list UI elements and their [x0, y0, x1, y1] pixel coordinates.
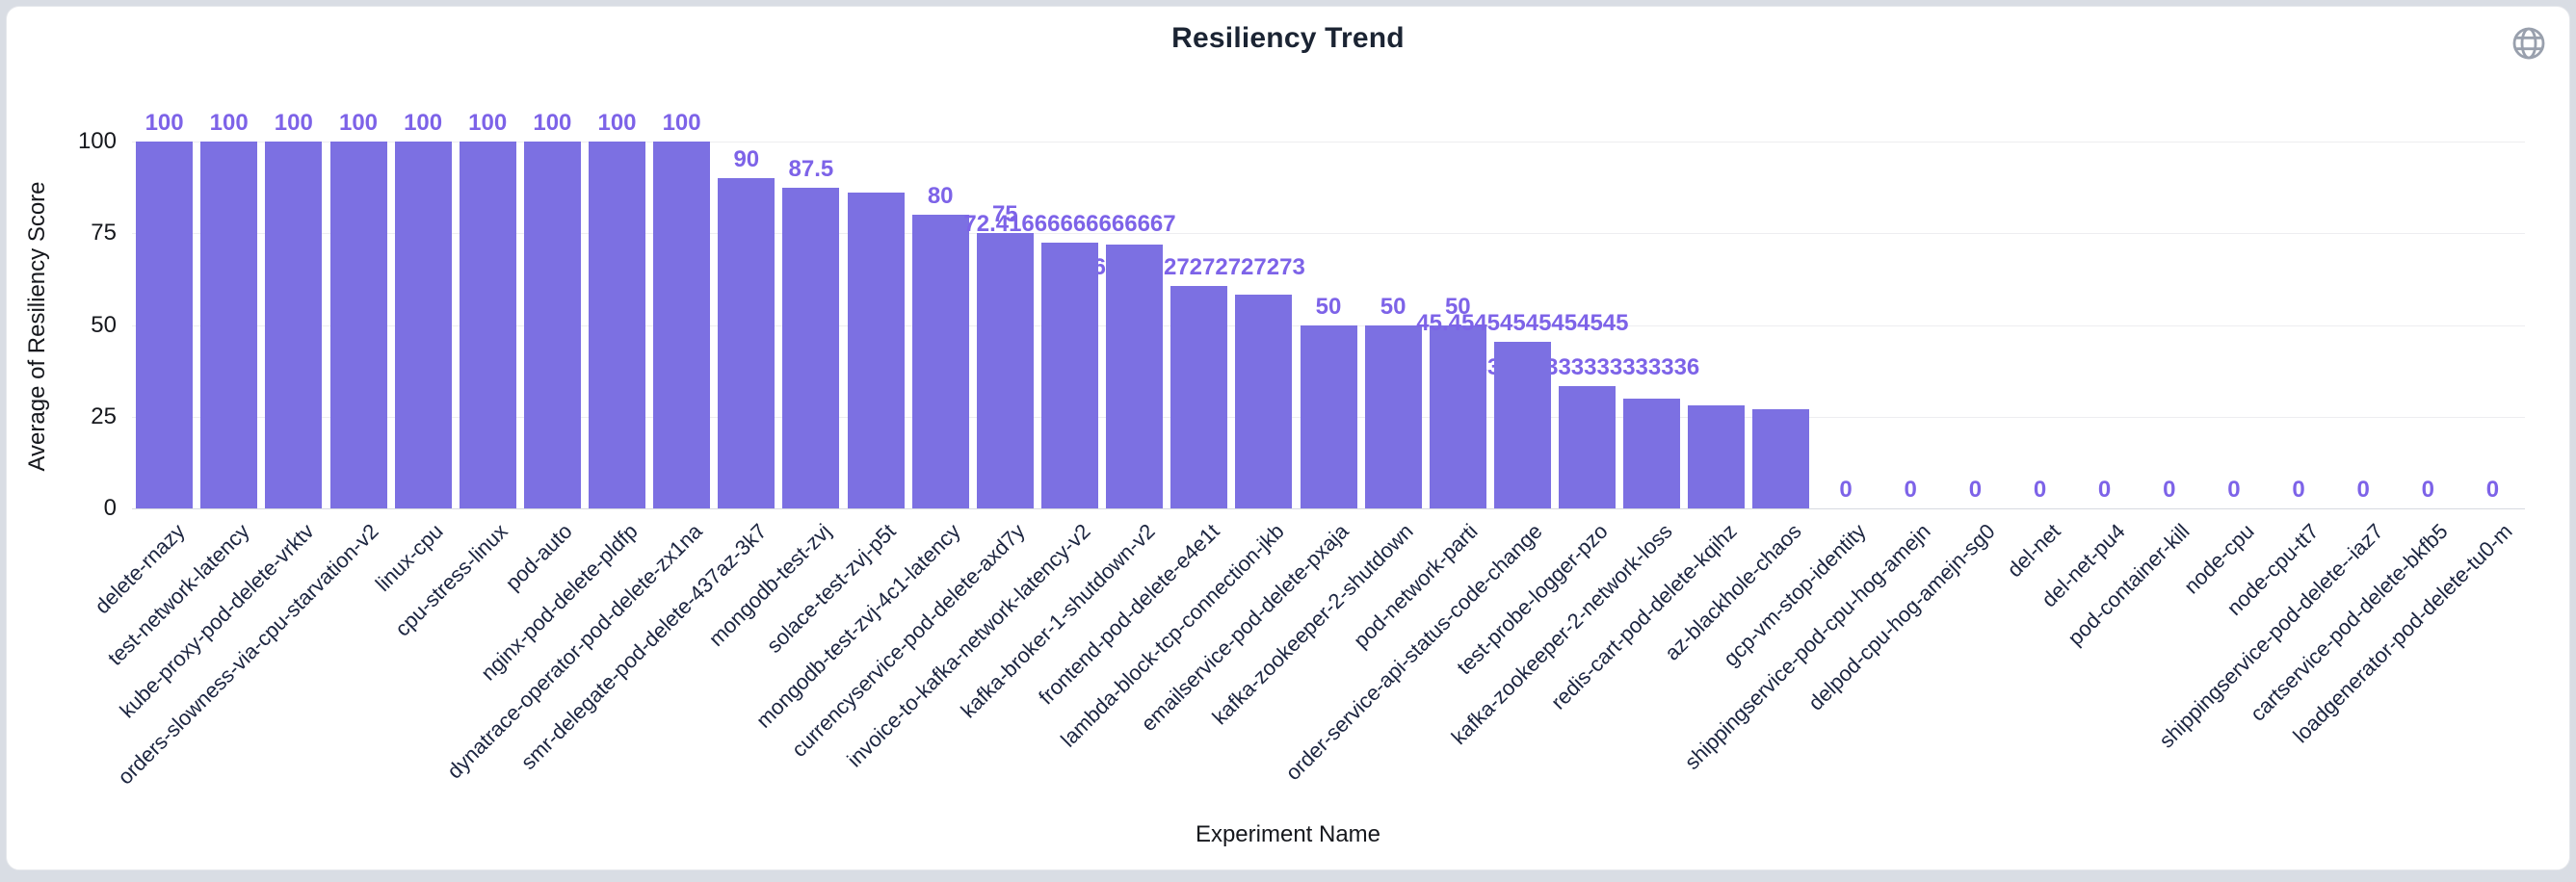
- gridline-100: [132, 142, 2525, 143]
- bar-value-label: 50: [1380, 293, 1406, 320]
- bar[interactable]: [1559, 386, 1616, 508]
- bar-value-label: 72.41666666666667: [963, 211, 1176, 238]
- bar-value-label: 80: [927, 183, 954, 210]
- bar[interactable]: [1688, 405, 1746, 508]
- bar-value-label: 100: [597, 110, 637, 136]
- y-tick-label: 100: [77, 128, 117, 154]
- bar-value-label: 100: [468, 110, 508, 136]
- bar-value-label: 0: [2227, 477, 2241, 503]
- bar-value-label: 0: [2292, 477, 2305, 503]
- bar[interactable]: [523, 142, 581, 508]
- bar-value-label: 0: [1839, 477, 1853, 503]
- gridline-0: [132, 508, 2525, 509]
- y-tick-label: 75: [91, 220, 117, 246]
- globe-icon[interactable]: [2510, 24, 2548, 63]
- bar[interactable]: [911, 215, 969, 508]
- bar[interactable]: [1235, 295, 1293, 508]
- bar[interactable]: [265, 142, 323, 508]
- bar-value-label: 100: [145, 110, 184, 136]
- bar[interactable]: [1041, 243, 1098, 508]
- bar[interactable]: [782, 187, 840, 508]
- y-tick-label: 0: [103, 495, 117, 521]
- bar-value-label: 100: [338, 110, 379, 136]
- bar-value-label: 0: [2033, 477, 2047, 503]
- bar[interactable]: [329, 142, 387, 508]
- bar[interactable]: [847, 193, 905, 508]
- bar-value-label: 50: [1444, 293, 1471, 320]
- y-tick-label: 50: [91, 311, 117, 338]
- bar[interactable]: [976, 233, 1034, 509]
- bar[interactable]: [394, 142, 452, 508]
- bar[interactable]: [718, 178, 775, 508]
- bar-value-label: 100: [404, 110, 443, 136]
- bar[interactable]: [589, 142, 645, 508]
- bar-value-label: 100: [533, 110, 572, 136]
- gridline-75: [132, 233, 2525, 235]
- x-axis-title: Experiment Name: [1195, 821, 1381, 847]
- bar[interactable]: [1364, 324, 1422, 508]
- bar-value-label: 50: [1315, 293, 1342, 320]
- resiliency-trend-chart: Resiliency Trend Average of Resiliency S…: [7, 7, 2569, 869]
- bar-value-label: 0: [1904, 477, 1917, 503]
- bar-value-label: 0: [2485, 477, 2500, 503]
- bar-value-label: 0: [2163, 477, 2176, 503]
- bar-value-label: 0: [1968, 477, 1983, 503]
- bar[interactable]: [136, 142, 194, 508]
- bar[interactable]: [1752, 409, 1810, 508]
- bar[interactable]: [459, 142, 516, 508]
- chart-title: Resiliency Trend: [1171, 22, 1405, 54]
- bar-value-label: 90: [733, 146, 760, 173]
- bar-value-label: 45.45454545454545: [1416, 309, 1629, 336]
- y-tick-label: 25: [91, 402, 117, 429]
- bar-value-label: 0: [2356, 477, 2370, 503]
- bar[interactable]: [1623, 398, 1681, 508]
- bar-value-label: 0: [2421, 477, 2434, 503]
- bar[interactable]: [653, 142, 711, 508]
- bar[interactable]: [200, 142, 258, 508]
- bar[interactable]: [1300, 324, 1357, 508]
- bar-value-label: 75: [991, 201, 1018, 228]
- bar[interactable]: [1106, 244, 1164, 508]
- bar-value-label: 100: [274, 110, 313, 136]
- chart-card: Resiliency Trend Average of Resiliency S…: [6, 6, 2570, 870]
- bar-value-label: 87.5: [788, 155, 834, 182]
- bar-value-label: 0: [2097, 477, 2112, 503]
- bar-value-label: 100: [209, 110, 249, 136]
- bar-value-label: 100: [662, 110, 701, 136]
- bar[interactable]: [1493, 341, 1551, 508]
- bar[interactable]: [1429, 324, 1486, 508]
- bar[interactable]: [1170, 285, 1228, 508]
